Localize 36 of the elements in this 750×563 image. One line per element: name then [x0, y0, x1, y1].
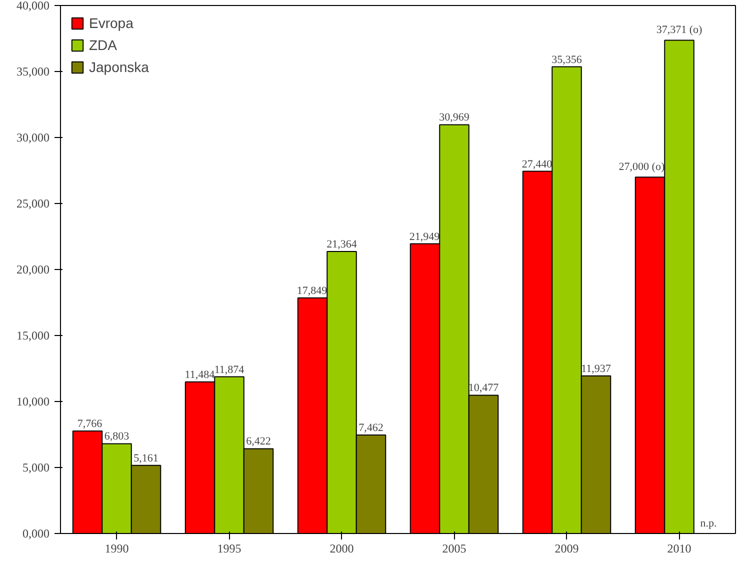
data-label: 7,766	[77, 418, 103, 430]
data-label: 27,000 (o)	[618, 161, 665, 174]
text: n.p.	[700, 518, 717, 530]
x-tick-label: 2000	[330, 542, 354, 556]
y-tick-label: 5,000	[22, 460, 50, 474]
data-label: 7,462	[358, 422, 384, 434]
data-label: 37,371 (o)	[656, 24, 702, 36]
data-label: 5,161	[134, 452, 158, 464]
data-label: 11,484	[184, 368, 216, 381]
data-label: 35,356	[552, 54, 582, 66]
legend-label: ZDA	[89, 37, 117, 53]
data-label: 6,803	[104, 430, 130, 443]
y-tick-label: 20,000	[16, 262, 50, 276]
y-tick-label: 35,000	[16, 64, 50, 78]
data-label: 10,477	[468, 382, 500, 394]
x-tick-label: 1995	[217, 542, 242, 556]
x-tick-label: 1990	[104, 542, 129, 556]
data-label: 17,849	[296, 284, 328, 297]
data-label: 27,440	[522, 158, 553, 170]
y-tick-label: 30,000	[16, 130, 50, 144]
legend-label: Japonska	[89, 59, 149, 75]
y-tick-label: 10,000	[16, 394, 50, 408]
y-tick-label: 25,000	[16, 196, 50, 210]
data-label: 11,874	[214, 364, 245, 376]
y-tick-label: 0,000	[22, 526, 50, 540]
y-tick-label: 40,000	[16, 0, 50, 12]
y-tick-label: 15,000	[16, 328, 50, 342]
data-label: 11,937	[581, 362, 612, 375]
x-tick-label: 2010	[667, 542, 692, 556]
legend-label: Evropa	[89, 15, 134, 31]
x-tick-label: 2005	[442, 542, 466, 556]
data-label: 30,969	[439, 112, 470, 124]
data-label: 21,949	[409, 230, 440, 243]
x-tick-label: 2009	[554, 542, 579, 556]
data-label: 21,364	[326, 238, 358, 250]
data-label: 6,422	[246, 436, 271, 448]
